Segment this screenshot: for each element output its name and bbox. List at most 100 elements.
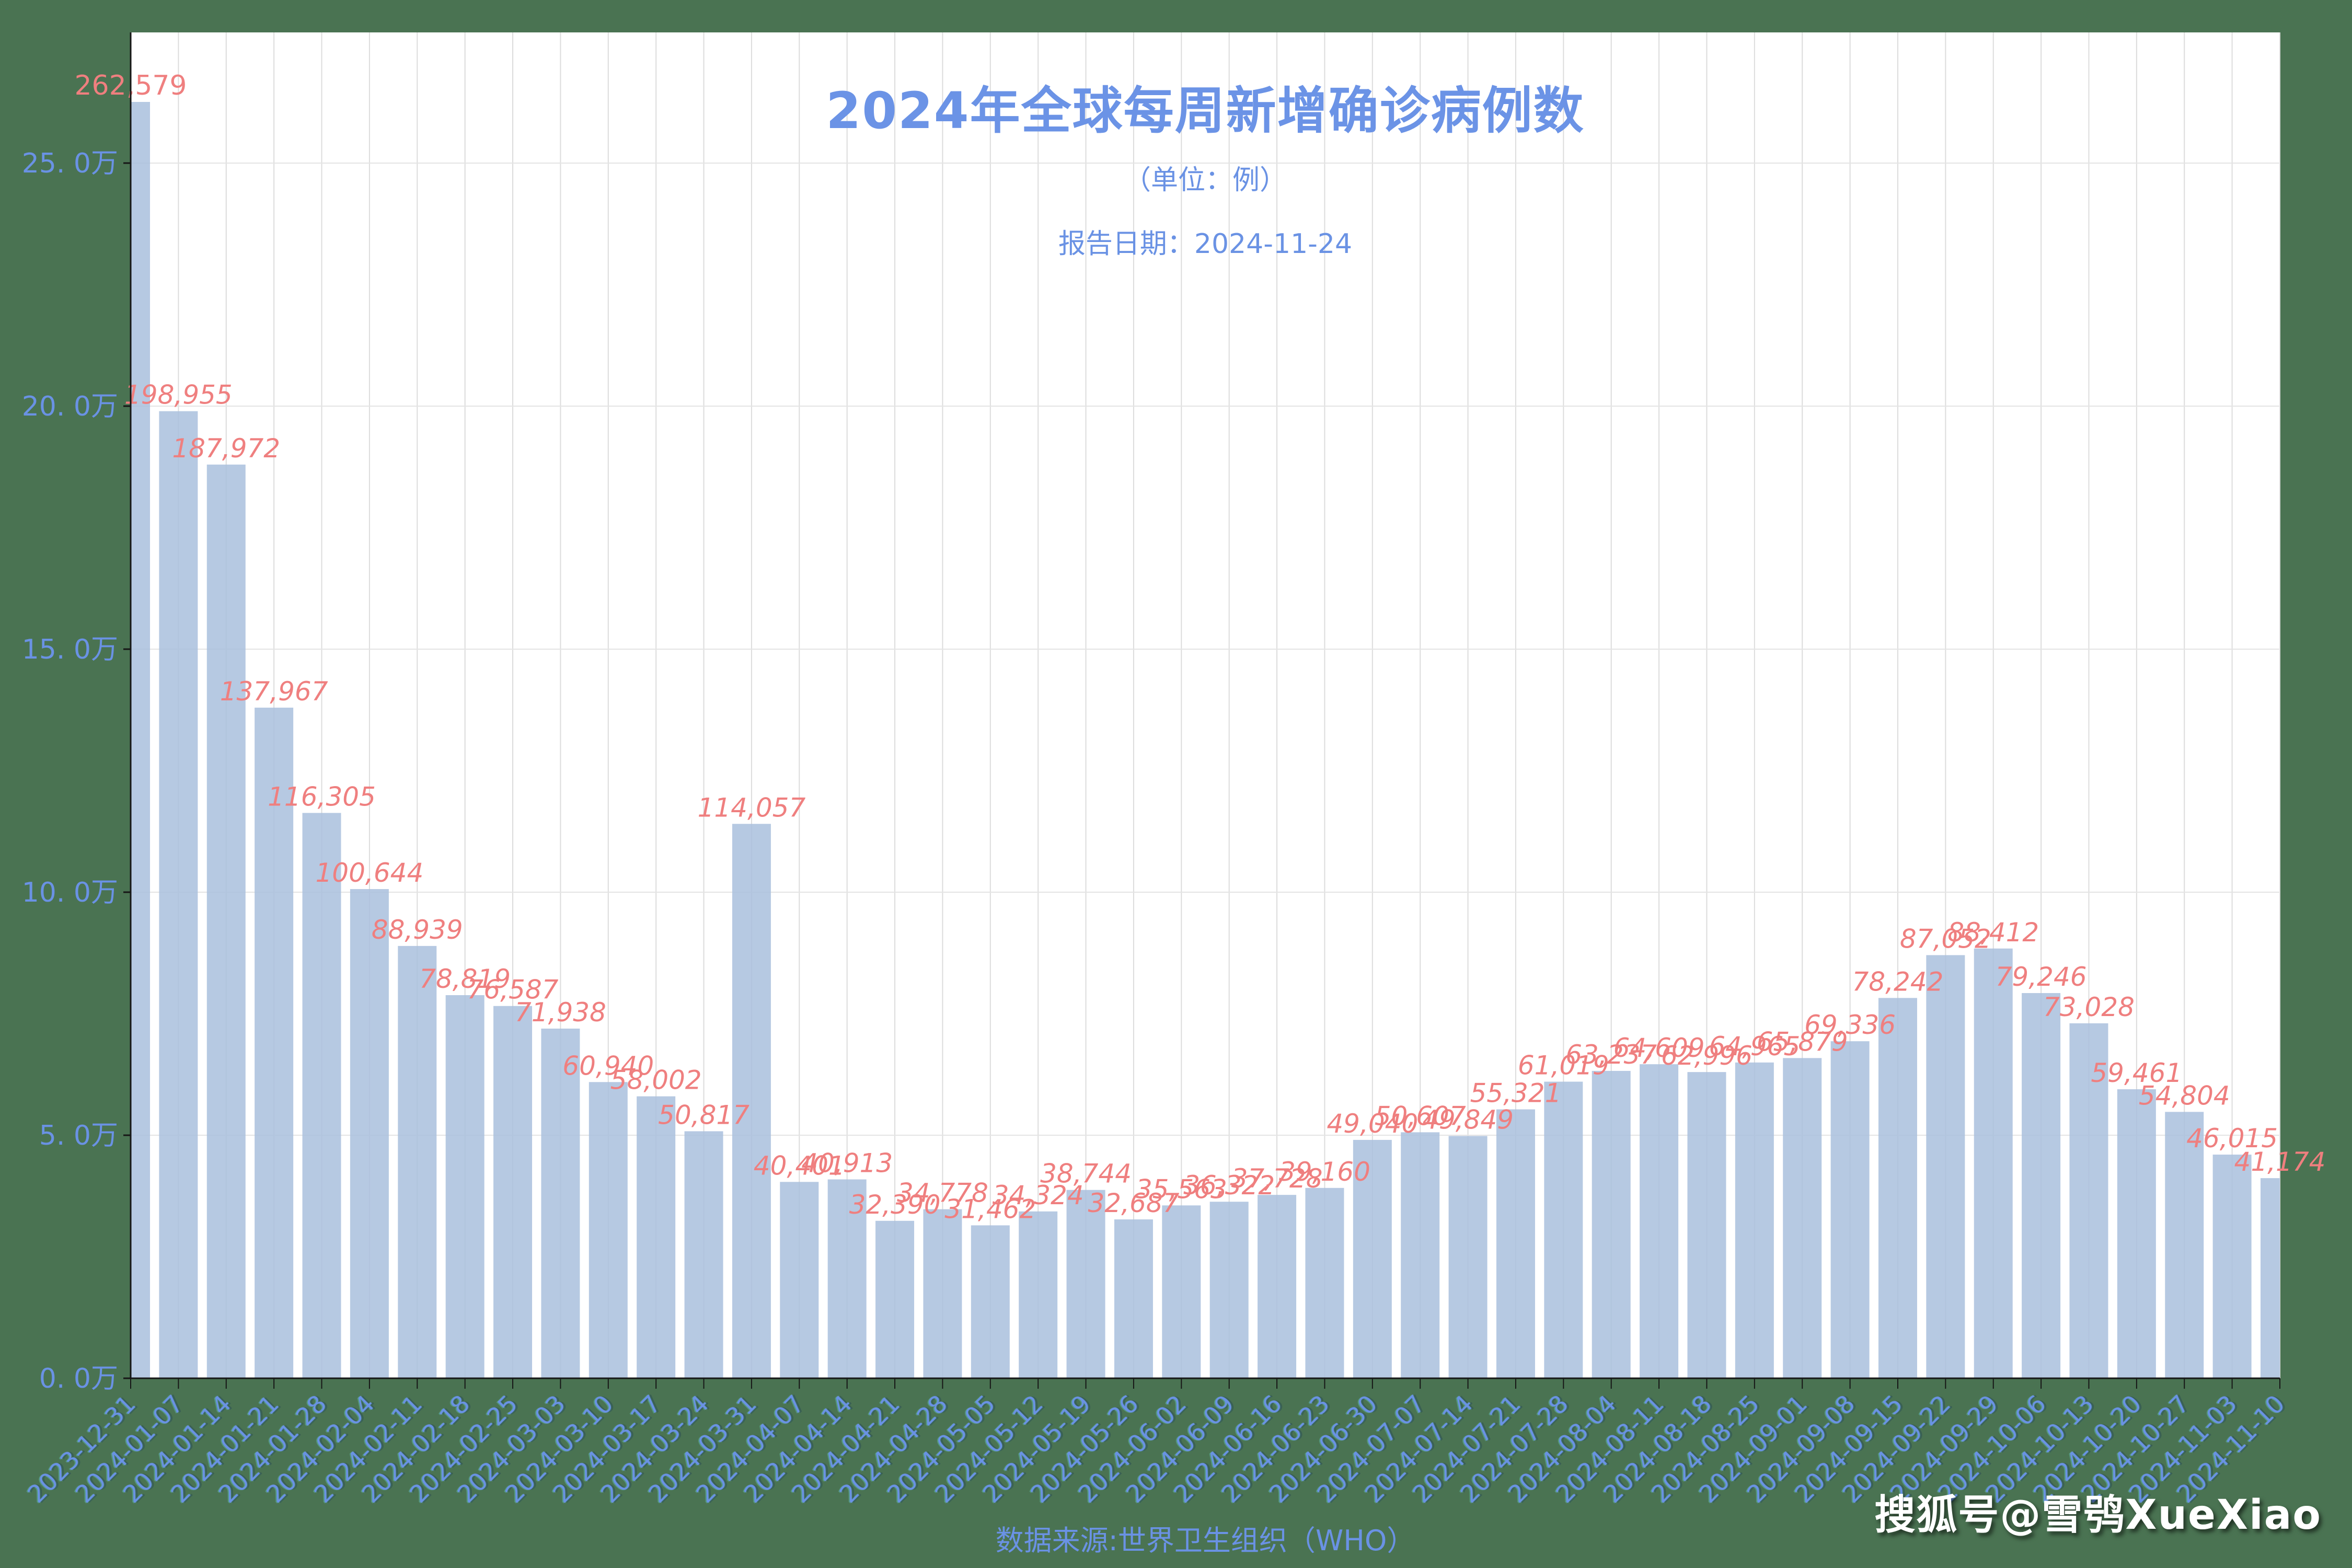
bar[interactable] [302, 813, 341, 1378]
y-axis-label: 20. 0万 [22, 391, 118, 422]
bar[interactable] [2165, 1112, 2204, 1378]
bar-value-label: 50,817 [658, 1100, 750, 1130]
bar[interactable] [684, 1131, 723, 1378]
bar[interactable] [445, 995, 485, 1378]
bar[interactable] [637, 1096, 676, 1378]
bar-value-label: 58,002 [610, 1065, 702, 1096]
bar[interactable] [971, 1225, 1010, 1378]
bar[interactable] [1878, 998, 1917, 1378]
bar[interactable] [1830, 1041, 1870, 1378]
bar[interactable] [2069, 1023, 2108, 1378]
bar[interactable] [398, 946, 437, 1378]
bar[interactable] [2261, 1178, 2299, 1378]
bar-value-label: 32,687 [1088, 1188, 1179, 1218]
bar[interactable] [255, 707, 294, 1378]
bar-value-label: 64,965 [1709, 1031, 1800, 1062]
bar-value-label: 38,744 [1040, 1159, 1132, 1189]
bar[interactable] [1162, 1205, 1201, 1378]
bar-value-label: 40,401 [754, 1150, 845, 1181]
bar-value-label: 36,322 [1183, 1170, 1275, 1201]
bar[interactable] [206, 464, 246, 1378]
bar[interactable] [732, 824, 771, 1378]
bar[interactable] [1448, 1136, 1488, 1378]
bar-value-label: 76,587 [467, 975, 559, 1005]
bar[interactable] [1114, 1219, 1153, 1378]
bar-value-label: 34,324 [993, 1180, 1084, 1210]
bar[interactable] [1401, 1132, 1440, 1378]
bar[interactable] [541, 1028, 580, 1378]
bar[interactable] [923, 1209, 962, 1378]
watermark: 搜狐号@雪鸮XueXiao [1874, 1492, 2322, 1539]
bar[interactable] [1209, 1202, 1249, 1378]
bar[interactable] [350, 889, 389, 1378]
bar-value-label: 61,019 [1518, 1051, 1609, 1081]
bar[interactable] [2022, 993, 2061, 1378]
bar-value-label: 198,955 [124, 380, 233, 410]
bar[interactable] [1640, 1064, 1679, 1378]
bar-value-label: 78,242 [1852, 966, 1944, 997]
bar[interactable] [1544, 1081, 1583, 1378]
bar-value-label: 78,819 [419, 964, 511, 994]
bar[interactable] [2212, 1155, 2252, 1378]
y-axis-label: 5. 0万 [39, 1120, 118, 1151]
bar-value-label: 114,057 [698, 792, 806, 823]
bar-value-label: 87,052 [1900, 924, 1991, 954]
data-source-footer: 数据来源:世界卫生组织（WHO） [995, 1524, 1415, 1557]
bar-value-label: 137,967 [220, 676, 328, 707]
bar[interactable] [1258, 1195, 1297, 1378]
bar[interactable] [1687, 1072, 1726, 1378]
bar-value-label: 54,804 [2139, 1080, 2230, 1111]
bar-value-label: 69,336 [1804, 1010, 1896, 1040]
bar-value-label: 40,913 [801, 1148, 893, 1179]
bar-value-label: 41,174 [2234, 1147, 2326, 1177]
bar[interactable] [1496, 1109, 1535, 1378]
bar-value-label: 187,972 [172, 433, 280, 464]
bar[interactable] [493, 1006, 533, 1378]
bar-value-label: 59,461 [2091, 1058, 2182, 1088]
bar-value-label: 60,940 [562, 1051, 654, 1081]
bar[interactable] [875, 1220, 915, 1378]
bar-value-label: 37,728 [1231, 1163, 1323, 1194]
bars-group [111, 102, 2299, 1378]
plot-area [131, 32, 2280, 1378]
bar[interactable] [2117, 1089, 2156, 1378]
bar-value-label: 88,412 [1947, 917, 2039, 948]
bar-value-label: 35,563 [1136, 1174, 1227, 1204]
bar[interactable] [1066, 1190, 1105, 1378]
bar[interactable] [1019, 1211, 1058, 1378]
bar[interactable] [780, 1182, 819, 1378]
bar-value-label: 116,305 [268, 781, 376, 812]
bar[interactable] [1305, 1187, 1344, 1378]
bar[interactable] [159, 411, 198, 1378]
bar-value-label: 88,939 [372, 915, 463, 945]
y-axis-label: 15. 0万 [22, 634, 118, 665]
bar[interactable] [111, 102, 150, 1378]
bar-value-label: 46,015 [2186, 1123, 2278, 1154]
bar-value-label: 49,849 [1422, 1104, 1514, 1135]
bar[interactable] [1926, 955, 1965, 1378]
y-axis-label: 10. 0万 [22, 877, 118, 908]
bar[interactable] [1353, 1139, 1392, 1378]
bar-value-label: 63,237 [1565, 1040, 1657, 1070]
bar[interactable] [827, 1179, 867, 1378]
bar-value-label: 73,028 [2043, 992, 2135, 1022]
bar-value-label: 79,246 [1996, 962, 2087, 992]
bar-value-label: 39,160 [1279, 1157, 1370, 1187]
y-axis-label: 0. 0万 [39, 1363, 118, 1394]
bar[interactable] [1974, 948, 2013, 1378]
bar-value-label: 31,462 [944, 1194, 1036, 1224]
bar-value-label: 100,644 [316, 858, 424, 888]
bar-value-label: 34,778 [897, 1178, 988, 1208]
bar[interactable] [1783, 1058, 1822, 1378]
bar-value-label: 50,607 [1375, 1101, 1466, 1131]
bar-value-label: 49,040 [1327, 1109, 1418, 1139]
bar-value-label: 32,390 [849, 1190, 941, 1220]
bar[interactable] [589, 1082, 628, 1378]
bar-value-label: 55,321 [1470, 1078, 1561, 1109]
bar-value-label: 62,996 [1661, 1041, 1753, 1071]
bar-value-label: 65,879 [1757, 1027, 1848, 1057]
bar[interactable] [1735, 1062, 1774, 1378]
bar[interactable] [1592, 1070, 1631, 1378]
